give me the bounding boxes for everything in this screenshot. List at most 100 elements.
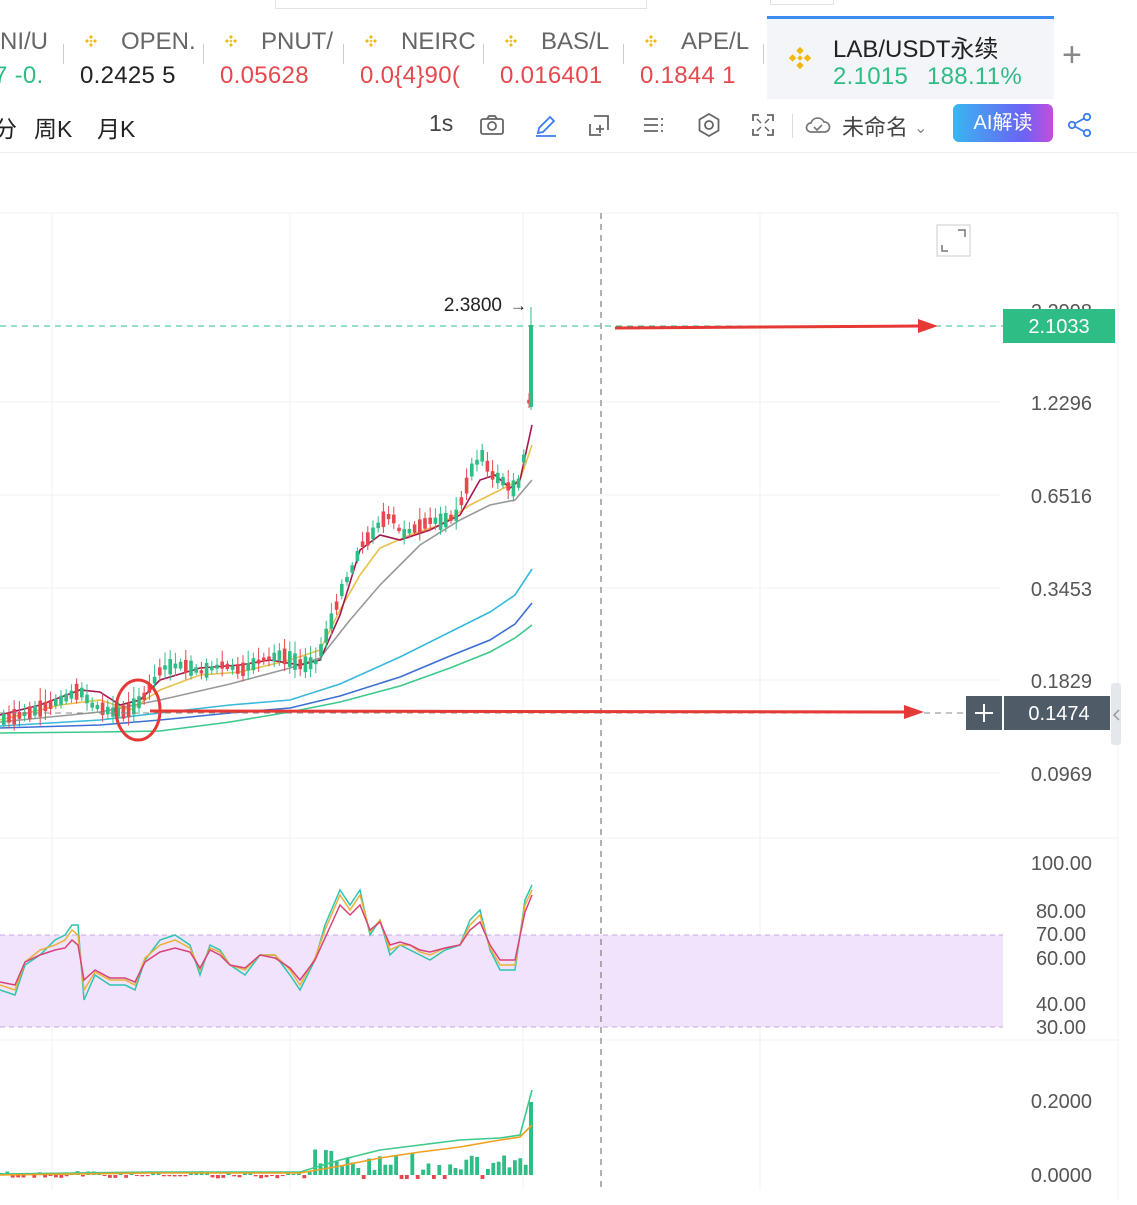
timeframe-minute[interactable]: 分 (0, 116, 17, 142)
chart-area[interactable]: 2.3800 → 2.2998 1.2296 0.6516 0.3453 0.1… (0, 153, 1137, 1200)
volume-bar (194, 1172, 199, 1175)
symbol-tab-active[interactable]: LAB/USDT永续 2.1015 188.11% (767, 16, 1054, 99)
candle-body (189, 660, 193, 676)
chart-grid (0, 212, 1119, 1200)
header-button-edge[interactable] (770, 0, 834, 5)
volume-bar (507, 1167, 512, 1175)
plus-icon[interactable]: + (1062, 36, 1082, 74)
candle-body (132, 698, 136, 715)
expand-icon[interactable] (936, 224, 971, 257)
fullscreen-icon[interactable] (748, 110, 778, 140)
volume-bar (259, 1175, 263, 1179)
candle-body (178, 661, 183, 669)
volume-bar (172, 1175, 177, 1177)
volume-bar (361, 1175, 366, 1179)
timeframe-week[interactable]: 周K (34, 116, 73, 142)
candle-body (366, 532, 370, 546)
tab-symbol: PNUT/ (261, 28, 333, 55)
chevron-left-icon[interactable] (1112, 709, 1120, 721)
settings-icon[interactable] (694, 110, 724, 140)
candle-body (418, 519, 422, 533)
candle-body (459, 497, 464, 506)
volume-bar (523, 1164, 528, 1175)
candle-body (371, 527, 375, 539)
volume-bar (43, 1175, 47, 1178)
cloud-icon[interactable] (803, 110, 833, 140)
binance-coin-icon (85, 35, 97, 47)
volume-bar (421, 1169, 425, 1175)
candle-body (329, 613, 334, 629)
candle-body (496, 472, 500, 484)
volume-bar (442, 1175, 447, 1179)
candle-body (516, 478, 521, 488)
candle-body (126, 703, 131, 718)
current-price-label: 2.1033 (1028, 316, 1089, 338)
candle-body (522, 454, 526, 463)
tab-divider (483, 44, 484, 64)
ai-analysis-button[interactable]: AI解读 (953, 104, 1053, 142)
add-box-icon[interactable] (584, 110, 614, 140)
volume-bar (410, 1153, 415, 1175)
tab-symbol: APE/L (681, 28, 750, 55)
plus-icon[interactable] (975, 704, 993, 722)
ma-line-green (0, 624, 533, 734)
candle-body (163, 665, 167, 670)
search-box-edge[interactable] (275, 0, 647, 9)
candle-body (111, 707, 115, 717)
osc-tick: 60.00 (1036, 948, 1086, 970)
timeframe-month[interactable]: 月K (97, 116, 136, 142)
volume-bar (291, 1173, 296, 1175)
volume-bar (183, 1175, 188, 1177)
symbol-tab[interactable]: BAS/L 0.016401 (484, 18, 624, 98)
share-icon[interactable] (1065, 110, 1095, 140)
candle-body (230, 665, 235, 670)
symbol-tab[interactable]: NEIRC 0.0{4}90( (344, 18, 484, 98)
volume-bar (415, 1175, 420, 1179)
volume-bar (324, 1150, 328, 1175)
candle-body (511, 480, 516, 497)
volume-bar (405, 1175, 409, 1179)
pencil-icon[interactable] (531, 110, 561, 140)
candle-body (376, 522, 380, 529)
volume-bar (216, 1175, 220, 1179)
candle-body (433, 517, 438, 524)
chart-canvas[interactable]: 2.3800 → 2.2998 1.2296 0.6516 0.3453 0.1… (0, 153, 1137, 1200)
symbol-tab[interactable]: NI/U 7 -0. (0, 18, 64, 98)
chevron-down-icon: ⌄ (914, 120, 928, 137)
candle-body (64, 693, 68, 702)
candle-body (449, 514, 453, 521)
oscillator-axis: 100.00 80.00 70.00 60.00 40.00 30.00 (1031, 853, 1092, 1039)
candle-body (194, 667, 198, 673)
volume-bar (453, 1167, 458, 1175)
volume-bar (275, 1175, 280, 1179)
indicators-icon[interactable] (638, 110, 668, 140)
volume-bar (480, 1175, 485, 1179)
binance-coin-icon (225, 35, 237, 47)
interval-selector[interactable]: 1s (429, 110, 454, 136)
toolbar-divider (792, 114, 793, 138)
candle-body (444, 513, 448, 528)
candle-body (54, 698, 58, 706)
ma-line-yellow (0, 444, 533, 721)
layout-name-dropdown[interactable]: 未命名 ⌄ (842, 110, 928, 142)
candle-body (220, 661, 224, 669)
candle-body (17, 711, 22, 719)
candle-body (90, 702, 94, 708)
crosshair-price-label: 0.1474 (1028, 703, 1089, 725)
volume-bar (372, 1169, 377, 1175)
symbol-tab[interactable]: APE/L 0.1844 1 (624, 18, 764, 98)
volume-bar (140, 1175, 145, 1177)
volume-bar (399, 1175, 404, 1179)
candle-body (386, 513, 391, 520)
volume-bar (10, 1175, 15, 1178)
symbol-tab[interactable]: OPEN. 0.2425 5 (64, 18, 204, 98)
volume-bar (432, 1175, 436, 1179)
tab-price: 0.2425 5 (80, 62, 176, 89)
volume-bar (178, 1175, 182, 1177)
candle-body (340, 583, 344, 597)
camera-icon[interactable] (477, 110, 507, 140)
price-tick: 1.2296 (1031, 393, 1092, 415)
candle-body (12, 709, 16, 725)
volume-bar (496, 1161, 501, 1175)
symbol-tab[interactable]: PNUT/ 0.05628 (204, 18, 344, 98)
